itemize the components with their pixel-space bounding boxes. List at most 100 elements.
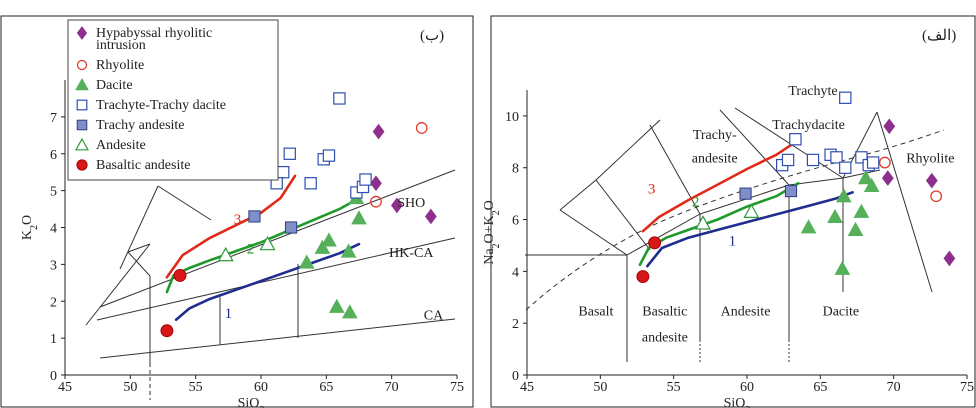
- left-field-line: [119, 185, 159, 270]
- legend-label: intrusion: [96, 38, 146, 53]
- left-y-tick-label: 7: [50, 111, 57, 126]
- dacite-point: [328, 298, 345, 313]
- legend-label: Basaltic andesite: [96, 158, 190, 173]
- andesite-point: [217, 246, 234, 262]
- right-trend3-line: [641, 137, 802, 233]
- basaltic-andesite-point: [173, 268, 187, 282]
- hypabyssal-point: [372, 123, 385, 140]
- left-y-tick-label: 1: [50, 332, 57, 347]
- trachy-andesite-point: [739, 187, 752, 200]
- left-field-line: [99, 169, 456, 308]
- left-field-boundaries: [85, 169, 456, 363]
- hypabyssal-point: [925, 172, 938, 189]
- right-field-line: [559, 209, 628, 256]
- trachy-andesite-point: [248, 210, 261, 223]
- trachyte-point: [866, 156, 880, 169]
- left-x-tick-label: 45: [58, 380, 72, 395]
- trachyte-point: [830, 151, 843, 164]
- hypabyssal-point: [370, 175, 382, 192]
- trachyte-point: [277, 165, 290, 179]
- legend-label: Trachyte-Trachy dacite: [96, 98, 226, 113]
- andesite-point: [74, 137, 90, 151]
- right-field-line: [719, 109, 790, 186]
- left-field-line: [127, 251, 151, 277]
- left-trend3-label: 3: [234, 212, 242, 228]
- rhyolite-point: [370, 195, 382, 208]
- trachy-andesite-point: [284, 221, 298, 234]
- right-panel-tag: (الف): [922, 28, 956, 44]
- rhyolite-point: [878, 156, 891, 169]
- andesite-point: [259, 235, 276, 251]
- right-field-line: [626, 213, 701, 256]
- right-x-tick-label: 45: [520, 380, 534, 395]
- legend-label: Trachy andesite: [96, 118, 185, 133]
- right-y-axis-label: Na2O+K2O: [482, 200, 502, 265]
- right-trend2-line: [638, 182, 800, 267]
- right-x-tick-label: 70: [887, 380, 901, 395]
- trachyte-point: [304, 177, 317, 190]
- right-field-label: andesite: [692, 152, 738, 167]
- right-field-line: [559, 179, 597, 211]
- right-y-tick-label: 4: [512, 265, 519, 280]
- right-field-label: andesite: [642, 330, 688, 345]
- right-trend1-line: [646, 191, 854, 268]
- legend-label: Dacite: [96, 78, 133, 93]
- left-y-tick-label: 2: [50, 295, 57, 310]
- dacite-point: [321, 232, 337, 247]
- left-field-line: [99, 318, 456, 359]
- rhyolite-point: [930, 190, 943, 203]
- right-x-tick-label: 75: [960, 380, 974, 395]
- rhyolite-point: [76, 59, 88, 71]
- right-trend3-label: 3: [648, 182, 656, 198]
- dacite-point: [800, 219, 817, 234]
- left-x-tick-label: 65: [319, 380, 333, 395]
- trachyte-point: [789, 133, 802, 146]
- left-trend3-line: [165, 174, 297, 279]
- left-x-tick-label: 55: [189, 380, 203, 395]
- dacite-point: [853, 203, 870, 218]
- right-field-line: [595, 119, 661, 181]
- right-y-tick-label: 6: [512, 214, 519, 229]
- right-x-tick-label: 50: [593, 380, 607, 395]
- left-y-tick-label: 6: [50, 148, 57, 163]
- left-field-line: [85, 243, 151, 326]
- hypabyssal-point: [76, 26, 88, 40]
- left-field-label: HK-CA: [389, 246, 434, 261]
- basaltic-andesite-point: [636, 270, 650, 283]
- right-trend1-label: 1: [729, 233, 737, 249]
- left-field-line: [127, 243, 151, 253]
- left-field-label: SHO: [397, 196, 425, 211]
- hypabyssal-point: [424, 208, 437, 225]
- left-field-line: [157, 185, 212, 221]
- right-field-label: Basalt: [578, 304, 613, 319]
- left-y-tick-label: 5: [50, 185, 57, 200]
- left-field-line: [96, 237, 456, 321]
- andesite-point: [743, 203, 760, 218]
- right-x-tick-label: 55: [667, 380, 681, 395]
- dacite-point: [863, 177, 880, 192]
- right-field-label: Rhyolite: [906, 152, 954, 167]
- left-x-tick-label: 70: [385, 380, 399, 395]
- trachyte-point: [806, 153, 820, 167]
- right-y-tick-label: 0: [512, 369, 519, 384]
- trachyte-point: [333, 92, 346, 105]
- dacite-point: [834, 260, 851, 275]
- dacite-point: [298, 254, 315, 269]
- left-trend1-label: 1: [225, 306, 233, 322]
- dacite-point: [827, 208, 843, 224]
- right-x-axis-label: SiO2: [724, 396, 751, 408]
- basaltic-andesite-point: [648, 236, 662, 250]
- hypabyssal-point: [881, 170, 894, 186]
- legend-label: Andesite: [96, 138, 146, 153]
- trachy-andesite-point: [76, 119, 88, 131]
- left-trend1-line: [174, 242, 361, 321]
- right-x-tick-label: 60: [740, 380, 754, 395]
- dacite-point: [340, 243, 357, 258]
- rhyolite-point: [415, 122, 428, 134]
- dacite-point: [857, 170, 874, 185]
- dacite-point: [342, 304, 358, 319]
- dacite-point: [351, 210, 367, 225]
- right-panel-frame: [490, 15, 976, 408]
